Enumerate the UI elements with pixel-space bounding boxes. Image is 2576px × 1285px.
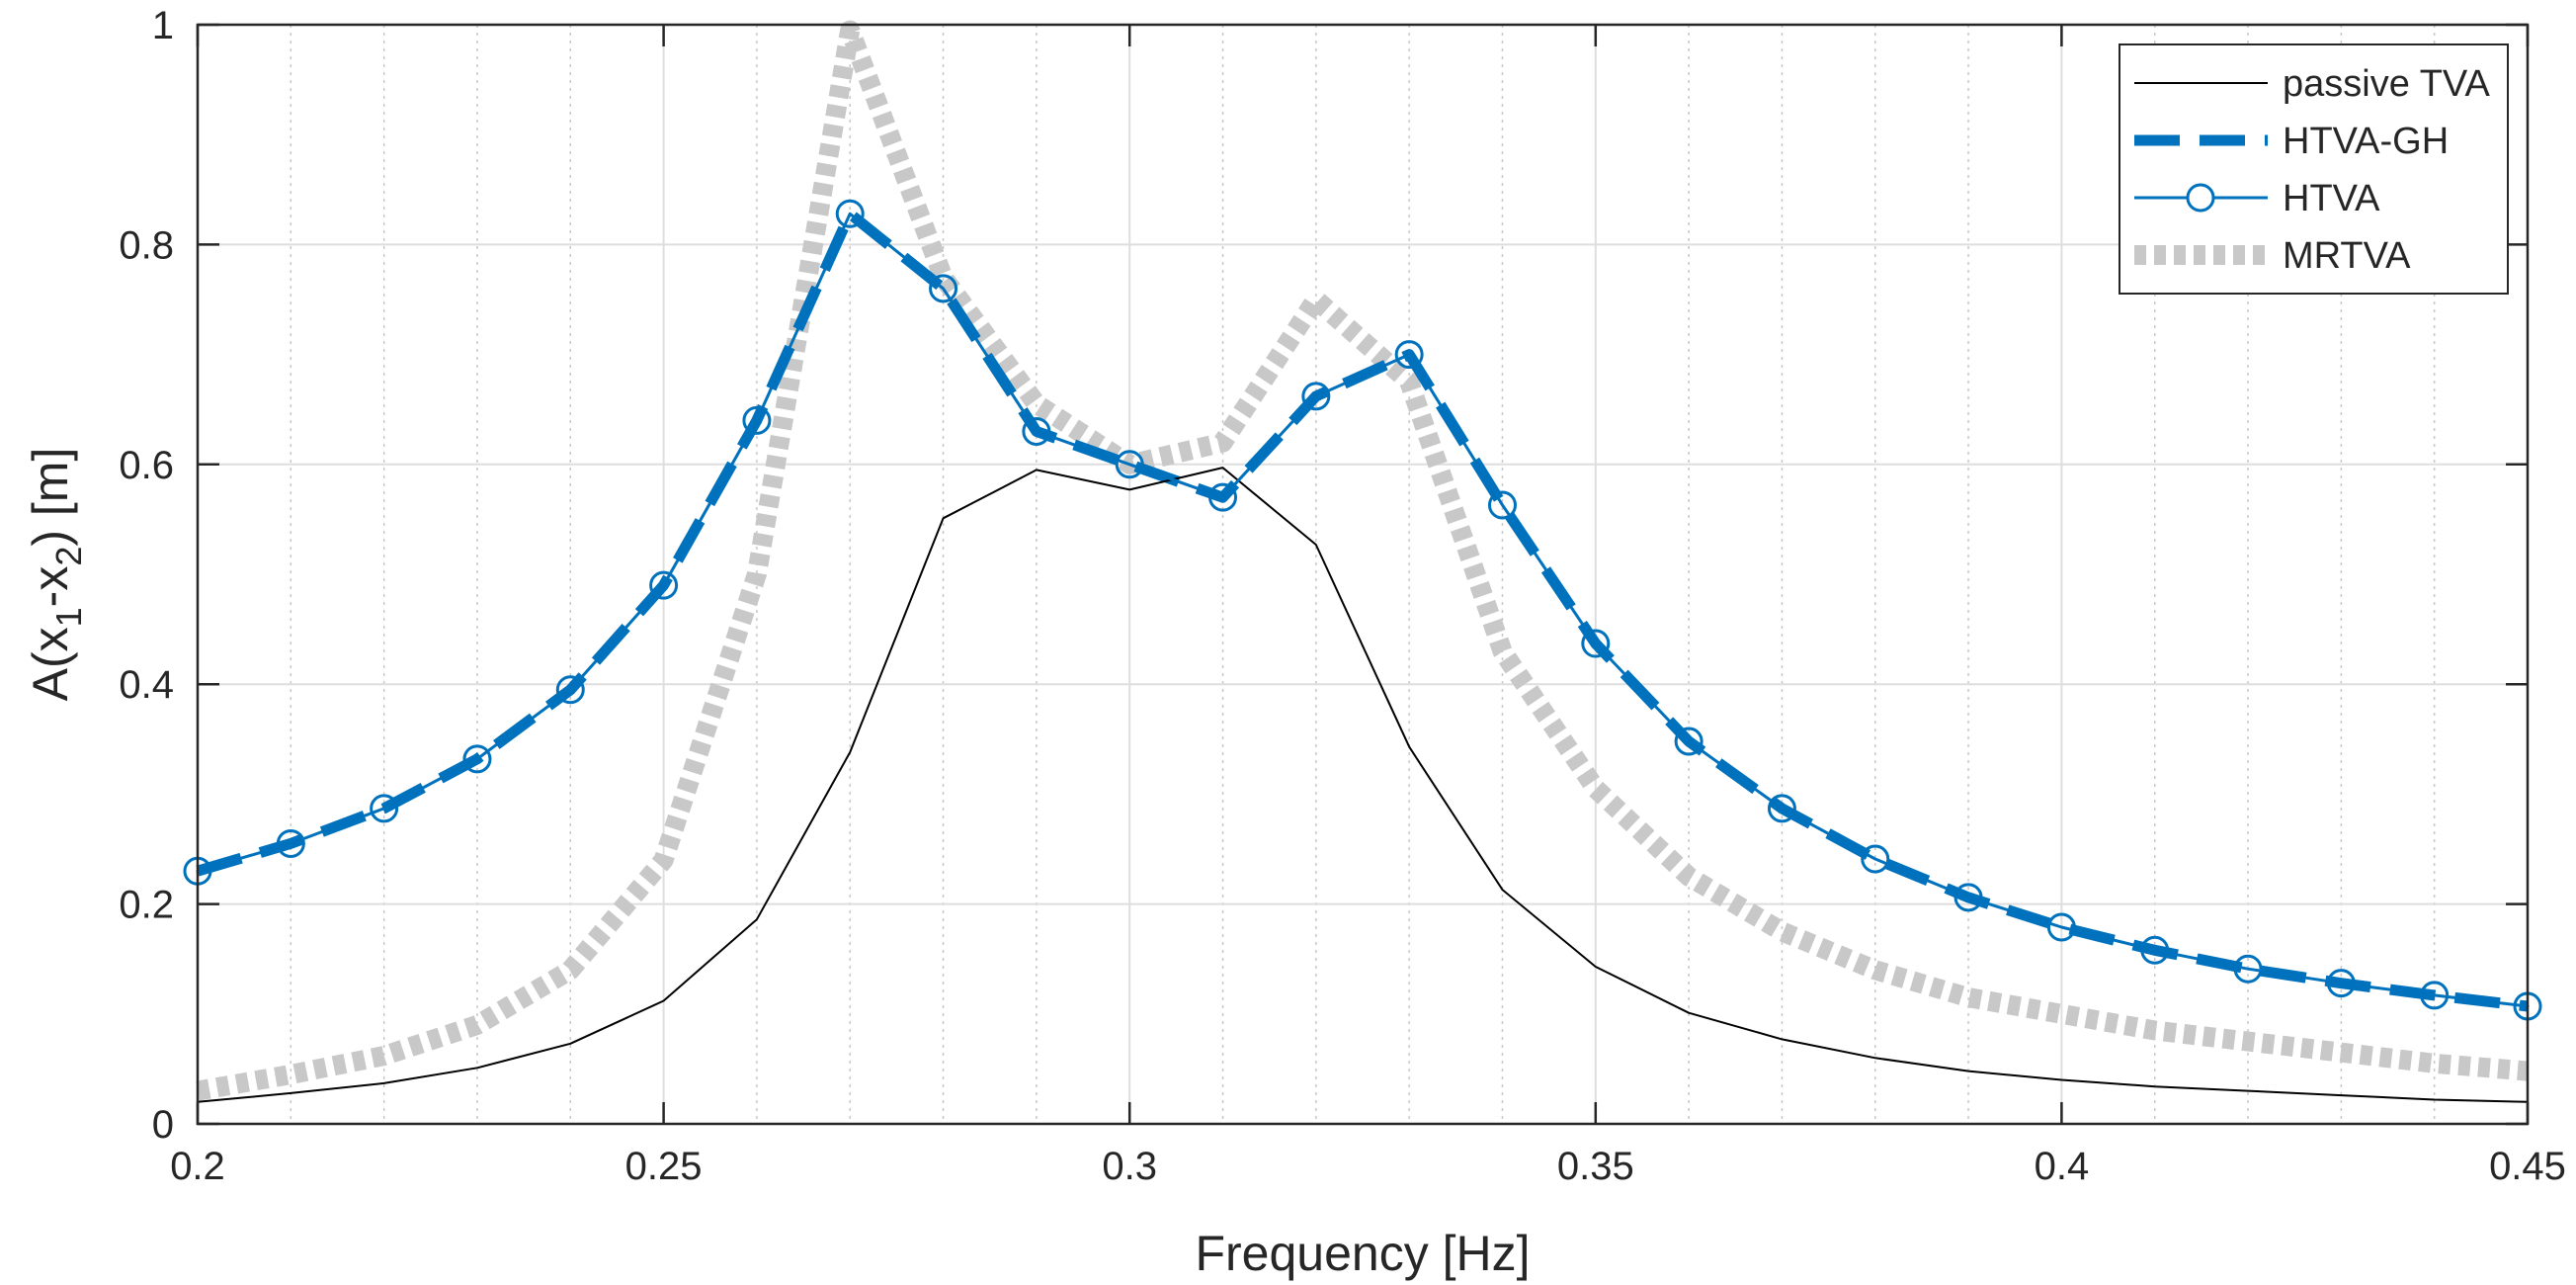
x-axis-label: Frequency [Hz]: [1195, 1226, 1530, 1281]
legend-label-passive-tva: passive TVA: [2283, 63, 2490, 105]
data-point-htva: [462, 744, 492, 774]
series-mrtva: [196, 20, 2529, 1101]
x-tick-label: 0.35: [1557, 1145, 1634, 1188]
data-point-htva: [370, 794, 399, 823]
y-axis-label-part: ) [m]: [23, 448, 78, 547]
y-tick-label: 0.6: [119, 444, 174, 487]
axes-box: [196, 23, 2530, 1126]
data-point-htva: [1115, 450, 1144, 479]
x-tick-label: 0.4: [2035, 1145, 2090, 1188]
data-point-htva: [1022, 416, 1051, 446]
data-point-htva: [2420, 981, 2450, 1010]
y-tick-label: 1: [152, 4, 174, 47]
data-point-htva: [1767, 794, 1796, 823]
x-tick-label: 0.3: [1102, 1145, 1157, 1188]
y-tick-label: 0.4: [119, 663, 174, 707]
data-point-htva: [929, 274, 958, 303]
y-tick-label: 0: [152, 1103, 174, 1147]
data-point-htva: [2140, 935, 2170, 965]
x-tick-label: 0.2: [170, 1145, 225, 1188]
data-point-htva: [555, 675, 585, 705]
data-point-htva: [742, 405, 772, 435]
data-point-htva: [1674, 727, 1703, 756]
y-axis-label-part: A(x: [23, 627, 78, 701]
legend-marker-htva: [2186, 183, 2215, 213]
data-point-htva: [2046, 912, 2076, 942]
data-point-htva: [1394, 340, 1424, 370]
legend-label-mrtva: MRTVA: [2283, 235, 2411, 277]
data-point-htva: [835, 199, 865, 228]
x-tick-label: 0.45: [2489, 1145, 2566, 1188]
legend-label-htva: HTVA: [2283, 178, 2380, 219]
data-point-htva: [1581, 629, 1611, 658]
ticks: [196, 23, 2530, 1126]
x-tick-label: 0.25: [625, 1145, 703, 1188]
data-point-htva: [1487, 490, 1517, 520]
series-htva: [183, 199, 2542, 1021]
y-axis-label-subscript: 2: [48, 547, 89, 566]
data-point-htva: [276, 828, 305, 858]
data-point-htva: [1861, 844, 1890, 874]
data-point-htva: [1953, 883, 1983, 912]
data-point-htva: [649, 570, 679, 600]
legend-label-htva-gh: HTVA-GH: [2283, 121, 2449, 162]
data-point-htva: [1208, 482, 1238, 512]
series-line-htva: [196, 212, 2530, 1008]
y-tick-label: 0.8: [119, 223, 174, 267]
data-point-htva: [2326, 969, 2356, 998]
legend: passive TVA HTVA-GH HTVA MRTVA: [2119, 43, 2509, 295]
series-line-passive-tva: [197, 467, 2529, 1103]
series-passive-tva: [197, 467, 2529, 1103]
series-layer: [183, 20, 2542, 1103]
y-axis-label-subscript: 1: [48, 607, 89, 627]
y-axis-label: A(x1-x2) [m]: [23, 448, 89, 702]
y-tick-label: 0.2: [119, 884, 174, 927]
data-point-htva: [1301, 382, 1331, 411]
series-line-mrtva: [196, 20, 2529, 1101]
y-axis-label-part: -x: [23, 566, 78, 608]
data-point-htva: [2233, 954, 2263, 984]
